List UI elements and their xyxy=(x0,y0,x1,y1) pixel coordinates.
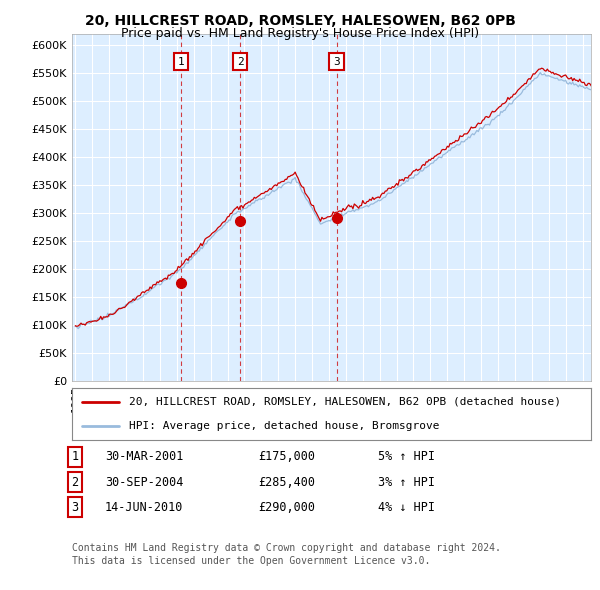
Text: 1: 1 xyxy=(71,450,79,463)
Text: 14-JUN-2010: 14-JUN-2010 xyxy=(105,501,184,514)
Text: Contains HM Land Registry data © Crown copyright and database right 2024.: Contains HM Land Registry data © Crown c… xyxy=(72,543,501,553)
Text: 1: 1 xyxy=(178,57,184,67)
Text: £175,000: £175,000 xyxy=(258,450,315,463)
Text: £290,000: £290,000 xyxy=(258,501,315,514)
Text: £285,400: £285,400 xyxy=(258,476,315,489)
Text: 2: 2 xyxy=(237,57,244,67)
Text: 20, HILLCREST ROAD, ROMSLEY, HALESOWEN, B62 0PB: 20, HILLCREST ROAD, ROMSLEY, HALESOWEN, … xyxy=(85,14,515,28)
Text: 4% ↓ HPI: 4% ↓ HPI xyxy=(378,501,435,514)
Text: 3: 3 xyxy=(333,57,340,67)
Text: 2: 2 xyxy=(71,476,79,489)
Text: 20, HILLCREST ROAD, ROMSLEY, HALESOWEN, B62 0PB (detached house): 20, HILLCREST ROAD, ROMSLEY, HALESOWEN, … xyxy=(129,396,561,407)
Text: 3: 3 xyxy=(71,501,79,514)
Text: 30-MAR-2001: 30-MAR-2001 xyxy=(105,450,184,463)
Text: 3% ↑ HPI: 3% ↑ HPI xyxy=(378,476,435,489)
Text: Price paid vs. HM Land Registry's House Price Index (HPI): Price paid vs. HM Land Registry's House … xyxy=(121,27,479,40)
Text: This data is licensed under the Open Government Licence v3.0.: This data is licensed under the Open Gov… xyxy=(72,556,430,566)
Text: 5% ↑ HPI: 5% ↑ HPI xyxy=(378,450,435,463)
Text: 30-SEP-2004: 30-SEP-2004 xyxy=(105,476,184,489)
Text: HPI: Average price, detached house, Bromsgrove: HPI: Average price, detached house, Brom… xyxy=(129,421,440,431)
